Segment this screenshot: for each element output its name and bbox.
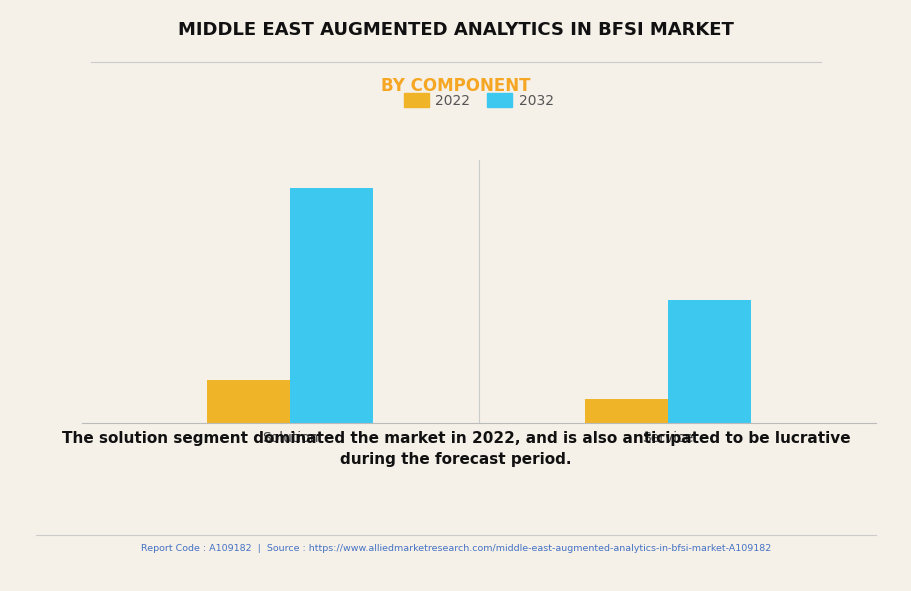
Text: BY COMPONENT: BY COMPONENT: [381, 77, 530, 95]
Text: MIDDLE EAST AUGMENTED ANALYTICS IN BFSI MARKET: MIDDLE EAST AUGMENTED ANALYTICS IN BFSI …: [178, 21, 733, 38]
Text: The solution segment dominated the market in 2022, and is also anticipated to be: The solution segment dominated the marke…: [62, 431, 849, 467]
Text: Report Code : A109182  |  Source : https://www.alliedmarketresearch.com/middle-e: Report Code : A109182 | Source : https:/…: [140, 544, 771, 553]
Bar: [290, 188, 373, 423]
Bar: [667, 300, 750, 423]
Bar: [207, 380, 290, 423]
Bar: [584, 399, 667, 423]
Legend: 2022, 2032: 2022, 2032: [397, 87, 559, 113]
